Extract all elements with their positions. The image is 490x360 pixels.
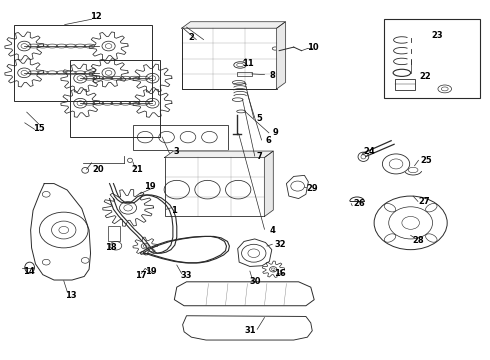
Bar (133, 125, 228, 150)
Bar (384, 19, 480, 98)
Text: 22: 22 (419, 72, 431, 81)
Text: 32: 32 (274, 240, 286, 249)
Text: 26: 26 (354, 199, 366, 208)
Text: 6: 6 (266, 136, 271, 145)
Text: 25: 25 (420, 156, 432, 165)
Text: 3: 3 (174, 147, 180, 156)
Text: 18: 18 (105, 243, 117, 252)
Text: 20: 20 (92, 166, 104, 175)
Text: 5: 5 (257, 114, 263, 123)
Text: 27: 27 (418, 197, 430, 206)
Text: 19: 19 (144, 182, 156, 191)
Text: 28: 28 (412, 236, 424, 245)
Text: 21: 21 (131, 165, 143, 174)
Text: 1: 1 (172, 206, 177, 215)
Text: 24: 24 (364, 147, 376, 156)
Bar (70, 60, 160, 137)
Bar (14, 24, 152, 102)
Text: 31: 31 (244, 326, 256, 335)
Bar (237, 72, 252, 76)
Polygon shape (182, 22, 286, 28)
Text: 9: 9 (272, 129, 278, 138)
Bar (182, 28, 277, 89)
Polygon shape (265, 151, 273, 216)
Bar (182, 28, 277, 89)
Text: 19: 19 (145, 267, 157, 276)
Text: 16: 16 (274, 269, 286, 278)
Text: 2: 2 (189, 33, 195, 42)
Text: 30: 30 (250, 277, 262, 286)
Polygon shape (165, 151, 273, 157)
Bar (165, 157, 265, 216)
Text: 11: 11 (242, 59, 253, 68)
Text: 10: 10 (307, 43, 319, 52)
Text: 8: 8 (270, 71, 275, 80)
Text: 7: 7 (257, 152, 263, 161)
Text: 29: 29 (306, 184, 318, 193)
Text: 17: 17 (135, 271, 147, 280)
Bar (395, 78, 415, 90)
Text: 13: 13 (65, 291, 76, 300)
Text: 4: 4 (270, 225, 275, 234)
Text: 14: 14 (24, 267, 35, 276)
Text: 12: 12 (91, 12, 102, 21)
Bar (108, 226, 120, 241)
Text: 23: 23 (432, 31, 443, 40)
Text: 15: 15 (33, 124, 45, 133)
Text: 33: 33 (181, 271, 192, 280)
Polygon shape (277, 22, 286, 89)
